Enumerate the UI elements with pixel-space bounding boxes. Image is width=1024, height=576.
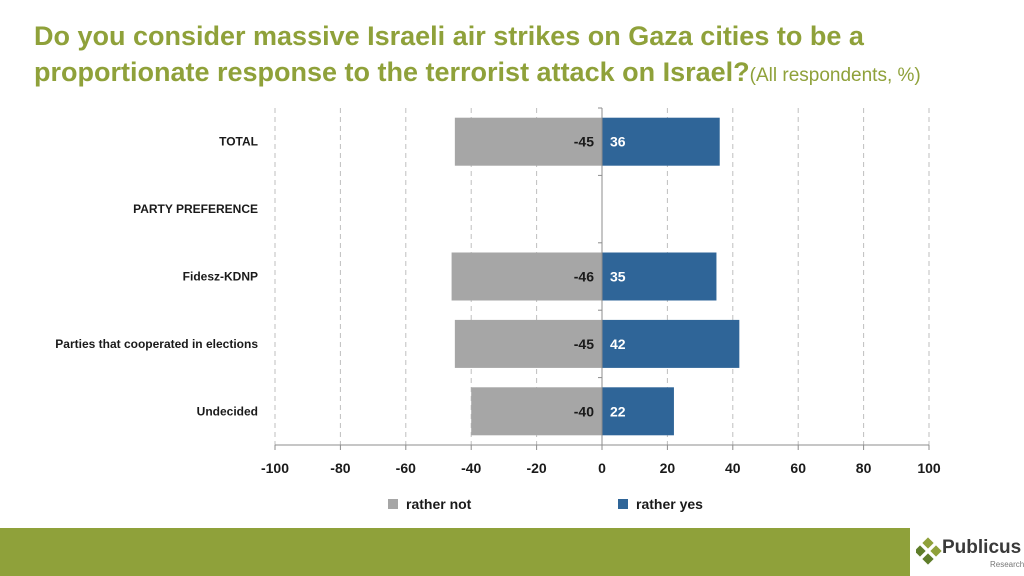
category-label-parties-that-cooperated-in-elections: Parties that cooperated in elections: [55, 337, 258, 351]
x-tick-label-80: -80: [330, 460, 350, 476]
x-tick-label-20: -20: [526, 460, 546, 476]
legend-item-rather-not: rather not: [388, 494, 471, 514]
x-tick-label-100: -100: [261, 460, 289, 476]
legend-label-rather-not: rather not: [406, 496, 472, 512]
bar-rather-yes-total: [602, 117, 720, 166]
x-tick-label-80: 80: [856, 460, 872, 476]
bar-rather-not-undecided: [471, 387, 602, 436]
data-label-rather-yes-fidesz-kdnp: 35: [610, 269, 626, 285]
x-tick-label-60: 60: [790, 460, 806, 476]
data-label-rather-not-fidesz-kdnp: -46: [574, 269, 594, 285]
category-label-fidesz-kdnp: Fidesz-KDNP: [183, 270, 258, 284]
x-tick-label-40: 40: [725, 460, 741, 476]
chart-title-main: Do you consider massive Israeli air stri…: [34, 21, 864, 87]
bar-rather-not-fidesz-kdnp: [451, 252, 602, 301]
x-tick-label-60: -60: [396, 460, 416, 476]
bar-rather-yes-fidesz-kdnp: [602, 252, 717, 301]
bar-rather-yes-parties-that-cooperated-in-elections: [602, 319, 740, 368]
x-tick-label-40: -40: [461, 460, 481, 476]
diverging-bar-chart: TOTAL -45 36 PARTY PREFERENCE Fidesz-KDNP -46…: [55, 107, 941, 476]
category-label-undecided: Undecided: [197, 404, 258, 418]
logo-sub: Research: [990, 560, 1024, 569]
data-label-rather-not-undecided: -40: [574, 403, 594, 419]
bar-rather-not-total: [454, 117, 602, 166]
category-label-total: TOTAL: [219, 135, 258, 149]
x-tick-label-0: 0: [598, 460, 606, 476]
x-tick-label-100: 100: [917, 460, 941, 476]
data-label-rather-yes-total: 36: [610, 134, 626, 150]
x-tick-label-20: 20: [660, 460, 676, 476]
bar-rather-yes-undecided: [602, 387, 674, 436]
footer-band: [0, 528, 910, 576]
legend-swatch-rather-yes: [618, 499, 628, 509]
legend-swatch-rather-not: [388, 499, 398, 509]
chart-subtitle: (All respondents, %): [749, 65, 921, 86]
data-label-rather-not-parties-that-cooperated-in-elections: -45: [574, 336, 594, 352]
publicus-logo-icon: [916, 537, 942, 565]
data-label-rather-yes-undecided: 22: [610, 403, 626, 419]
chart-title: Do you consider massive Israeli air stri…: [34, 18, 994, 94]
legend-item-rather-yes: rather yes: [618, 494, 703, 514]
data-label-rather-not-total: -45: [574, 134, 594, 150]
category-label-party-preference: PARTY PREFERENCE: [133, 202, 258, 216]
legend-label-rather-yes: rather yes: [636, 496, 703, 512]
data-label-rather-yes-parties-that-cooperated-in-elections: 42: [610, 336, 626, 352]
logo-name: Publicus: [942, 537, 1022, 558]
bar-rather-not-parties-that-cooperated-in-elections: [454, 319, 602, 368]
